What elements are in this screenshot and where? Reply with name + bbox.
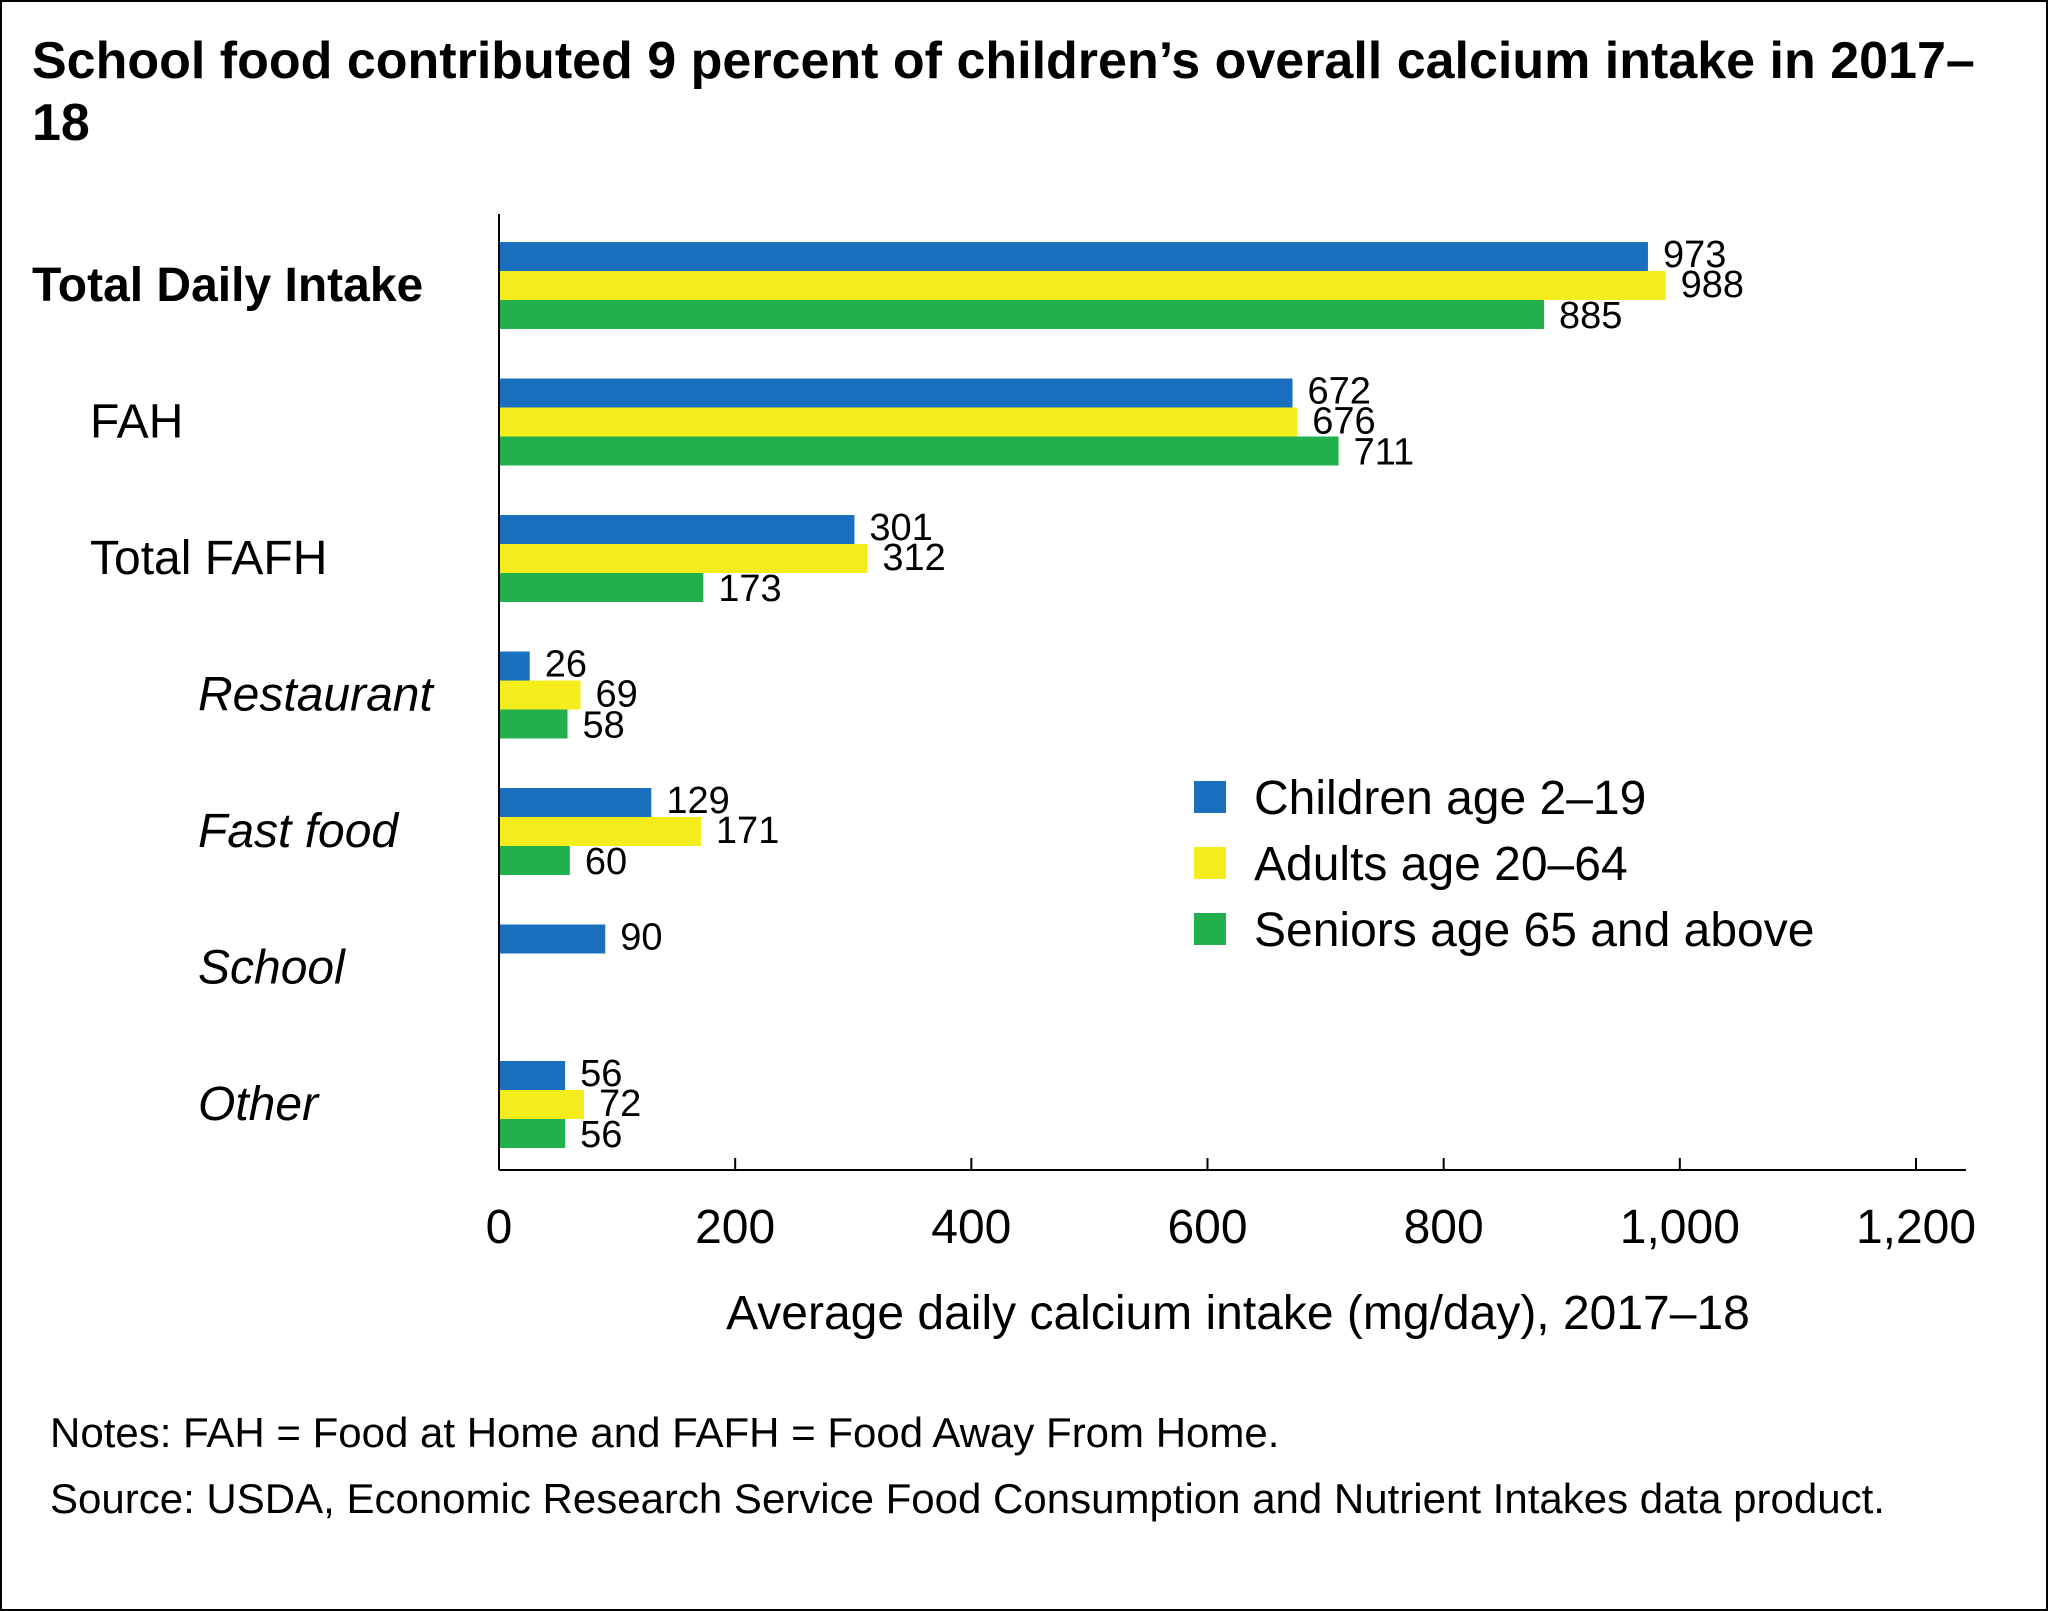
bar	[499, 515, 855, 544]
bar	[499, 709, 568, 739]
x-tick-label: 200	[695, 1201, 775, 1254]
category-label: Other	[198, 1078, 320, 1131]
legend-swatch	[1194, 847, 1226, 879]
data-label: 711	[1354, 432, 1415, 474]
data-label: 58	[582, 705, 624, 747]
bar	[499, 788, 652, 817]
category-label: Total Daily Intake	[32, 259, 423, 312]
bar	[499, 544, 868, 573]
legend-label: Children age 2–19	[1254, 772, 1646, 825]
data-label: 173	[718, 568, 781, 610]
data-label: 26	[545, 644, 587, 686]
data-label: 973	[1663, 234, 1726, 276]
data-label: 171	[716, 810, 779, 852]
data-label: 90	[620, 917, 662, 959]
bar	[499, 1119, 566, 1148]
category-label: Total FAFH	[90, 532, 327, 585]
bar	[499, 651, 530, 681]
bar	[499, 271, 1666, 300]
x-tick-label: 1,200	[1856, 1201, 1976, 1254]
chart-notes: Notes: FAH = Food at Home and FAFH = Foo…	[50, 1409, 1280, 1456]
bar	[499, 817, 701, 846]
x-tick-label: 800	[1404, 1201, 1484, 1254]
x-axis-title: Average daily calcium intake (mg/day), 2…	[726, 1287, 1750, 1340]
data-label: 56	[580, 1053, 622, 1095]
category-label: Fast food	[198, 805, 399, 858]
x-tick-label: 0	[486, 1201, 513, 1254]
bar	[499, 407, 1298, 437]
data-label: 885	[1559, 295, 1622, 337]
data-label: 676	[1312, 401, 1375, 443]
data-label: 672	[1308, 371, 1371, 413]
bar	[499, 846, 570, 875]
chart-source: Source: USDA, Economic Research Service …	[50, 1475, 1885, 1522]
legend-swatch	[1194, 913, 1226, 945]
category-label: FAH	[90, 396, 183, 449]
bar	[499, 1061, 566, 1090]
x-tick-label: 400	[931, 1201, 1011, 1254]
data-label: 72	[599, 1083, 641, 1125]
bar	[499, 924, 606, 954]
data-label: 60	[585, 841, 627, 883]
bar	[499, 242, 1648, 271]
bar	[499, 1090, 585, 1119]
x-tick-label: 600	[1167, 1201, 1247, 1254]
data-label: 69	[595, 674, 637, 716]
data-label: 312	[882, 537, 945, 579]
category-label: Restaurant	[198, 669, 434, 722]
category-label: School	[198, 942, 346, 995]
bar	[499, 300, 1545, 329]
legend-label: Adults age 20–64	[1254, 838, 1628, 891]
bar	[499, 680, 581, 710]
legend-swatch	[1194, 781, 1226, 813]
bar	[499, 378, 1293, 408]
legend-label: Seniors age 65 and above	[1254, 904, 1814, 957]
x-tick-label: 1,000	[1620, 1201, 1740, 1254]
data-label: 56	[580, 1114, 622, 1156]
bar	[499, 573, 704, 602]
bar	[499, 436, 1339, 466]
data-label: 988	[1681, 264, 1744, 306]
data-label: 301	[869, 507, 932, 549]
data-label: 129	[666, 780, 729, 822]
chart-title: School food contributed 9 percent of chi…	[32, 32, 1975, 152]
